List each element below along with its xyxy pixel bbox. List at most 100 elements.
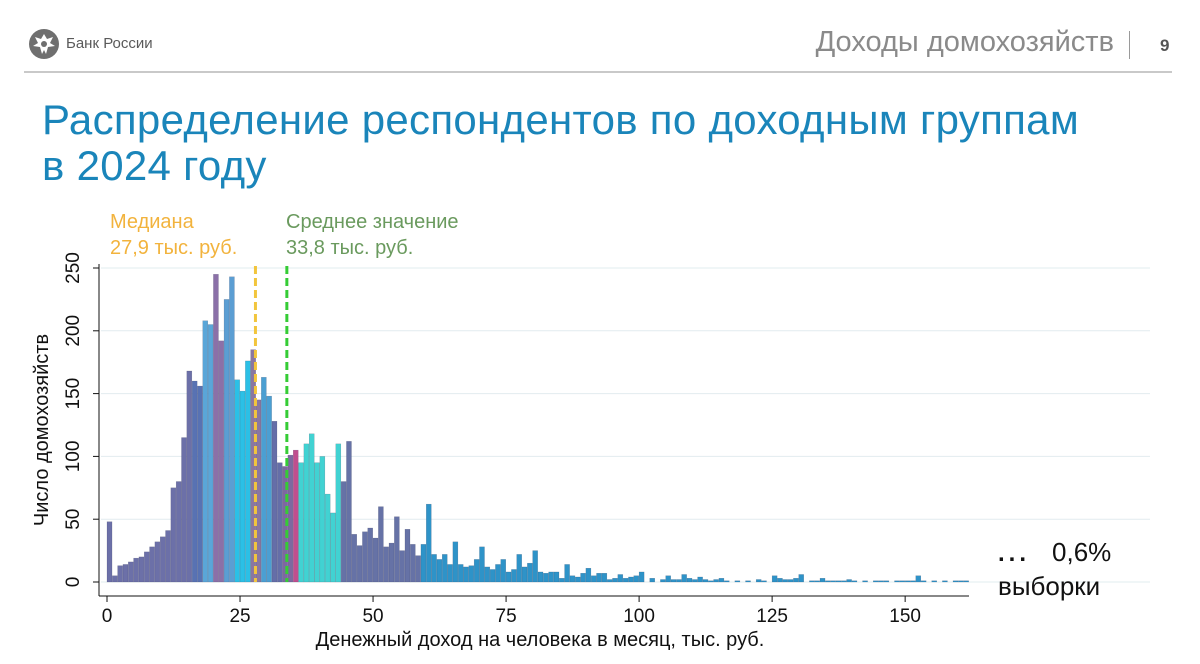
histogram-bar	[223, 299, 230, 583]
x-tick-label: 125	[756, 606, 788, 627]
histogram-bar	[239, 390, 246, 583]
histogram-bar	[500, 559, 506, 583]
histogram-bar	[372, 537, 379, 583]
histogram-bar	[303, 443, 310, 583]
histogram-bar	[383, 546, 389, 583]
histogram-bar	[186, 370, 193, 583]
histogram-bar	[160, 536, 166, 583]
histogram-bar	[362, 531, 368, 583]
histogram-bar	[809, 580, 815, 583]
histogram-bar	[436, 559, 443, 583]
histogram-bar	[122, 564, 129, 583]
histogram-bar	[207, 324, 214, 583]
histogram-bar	[591, 575, 597, 583]
tail-percent: 0,6%	[1052, 537, 1112, 567]
histogram-bar	[308, 433, 315, 583]
histogram-bar	[575, 576, 581, 583]
histogram-bar	[702, 579, 709, 583]
tail-dots: ...	[998, 540, 1031, 567]
histogram-bar	[457, 564, 464, 583]
y-tick-label: 200	[63, 315, 84, 347]
histogram-bar	[229, 276, 235, 583]
histogram-bar	[681, 574, 687, 583]
tail-note-line1: ... 0,6%	[998, 536, 1111, 570]
histogram-bar	[128, 561, 134, 583]
histogram-bar	[426, 503, 432, 583]
title-divider	[1129, 31, 1130, 59]
histogram-bar	[883, 580, 890, 583]
histogram-bar	[920, 580, 927, 583]
histogram-bar	[676, 579, 682, 583]
histogram-bar	[830, 580, 836, 583]
histogram-bar	[771, 575, 778, 583]
header-divider	[24, 71, 1172, 73]
median-label: Медиана	[110, 211, 194, 233]
y-tick-label: 150	[63, 378, 84, 410]
histogram-bar	[170, 487, 177, 583]
median-value: 27,9 тыс. руб.	[110, 237, 238, 259]
histogram-bar	[218, 340, 224, 583]
histogram-bar	[495, 564, 501, 583]
histogram-bar	[340, 481, 347, 583]
histogram-bar	[388, 542, 395, 583]
y-tick-label: 100	[63, 441, 84, 473]
histogram-bar	[431, 554, 437, 583]
histogram-bar	[138, 556, 145, 583]
histogram-bar	[213, 274, 219, 583]
histogram-bar	[915, 575, 922, 583]
histogram-bar	[117, 565, 123, 583]
histogram-bar	[585, 567, 592, 583]
histogram-bar	[346, 441, 352, 583]
histogram-bar	[420, 544, 427, 583]
x-tick-label: 100	[623, 606, 655, 627]
histogram-bar	[638, 571, 645, 583]
histogram-bar	[846, 579, 852, 583]
header: Банк России Доходы домохозяйств 9	[0, 0, 1200, 73]
histogram-bar	[165, 530, 171, 583]
histogram-bar	[543, 573, 549, 583]
histogram-bar	[622, 578, 629, 583]
histogram-bar	[580, 573, 586, 583]
x-axis-label: Денежный доход на человека в месяц, тыс.…	[316, 629, 765, 651]
section-title: Доходы домохозяйств	[815, 26, 1114, 58]
histogram-bar	[261, 377, 267, 583]
histogram-bar	[782, 579, 788, 583]
histogram-bar	[697, 576, 703, 583]
histogram-bar	[862, 580, 868, 583]
histogram-bar	[851, 580, 858, 583]
histogram-bar	[633, 575, 639, 583]
histogram-bar	[724, 580, 730, 583]
histogram-bar	[314, 462, 320, 583]
histogram-bar	[931, 580, 937, 583]
histogram-bar	[181, 437, 187, 583]
histogram-bar	[718, 578, 725, 583]
histogram-bar	[404, 529, 411, 583]
histogram-bar	[942, 580, 948, 583]
histogram-bar	[787, 579, 794, 583]
mean-value: 33,8 тыс. руб.	[286, 237, 414, 259]
mean-label: Среднее значение	[286, 211, 459, 233]
histogram-bar	[835, 580, 842, 583]
histogram-bar	[234, 379, 240, 583]
histogram-bar	[527, 562, 533, 583]
tail-note: ... 0,6% выборки	[998, 536, 1111, 602]
histogram-bar	[601, 573, 608, 583]
histogram-bar	[521, 566, 528, 583]
page-title-line2: в 2024 году	[42, 142, 267, 189]
y-tick-label: 0	[63, 577, 84, 588]
bank-name: Банк России	[66, 35, 153, 52]
histogram-bar	[665, 575, 671, 583]
histogram-bar	[793, 578, 799, 583]
eagle-emblem-icon	[29, 29, 59, 59]
histogram-bar	[734, 580, 741, 583]
histogram-bar	[596, 573, 602, 583]
histogram-bar	[537, 571, 544, 583]
y-tick-label: 50	[63, 509, 84, 530]
median-annotation: Медиана 27,9 тыс. руб.	[110, 209, 237, 261]
histogram-bar	[548, 571, 554, 583]
histogram-bar	[660, 579, 666, 583]
histogram-bar	[319, 456, 326, 583]
histogram-bar	[713, 579, 719, 583]
histogram-bar	[841, 580, 847, 583]
histogram-bar	[293, 449, 299, 583]
